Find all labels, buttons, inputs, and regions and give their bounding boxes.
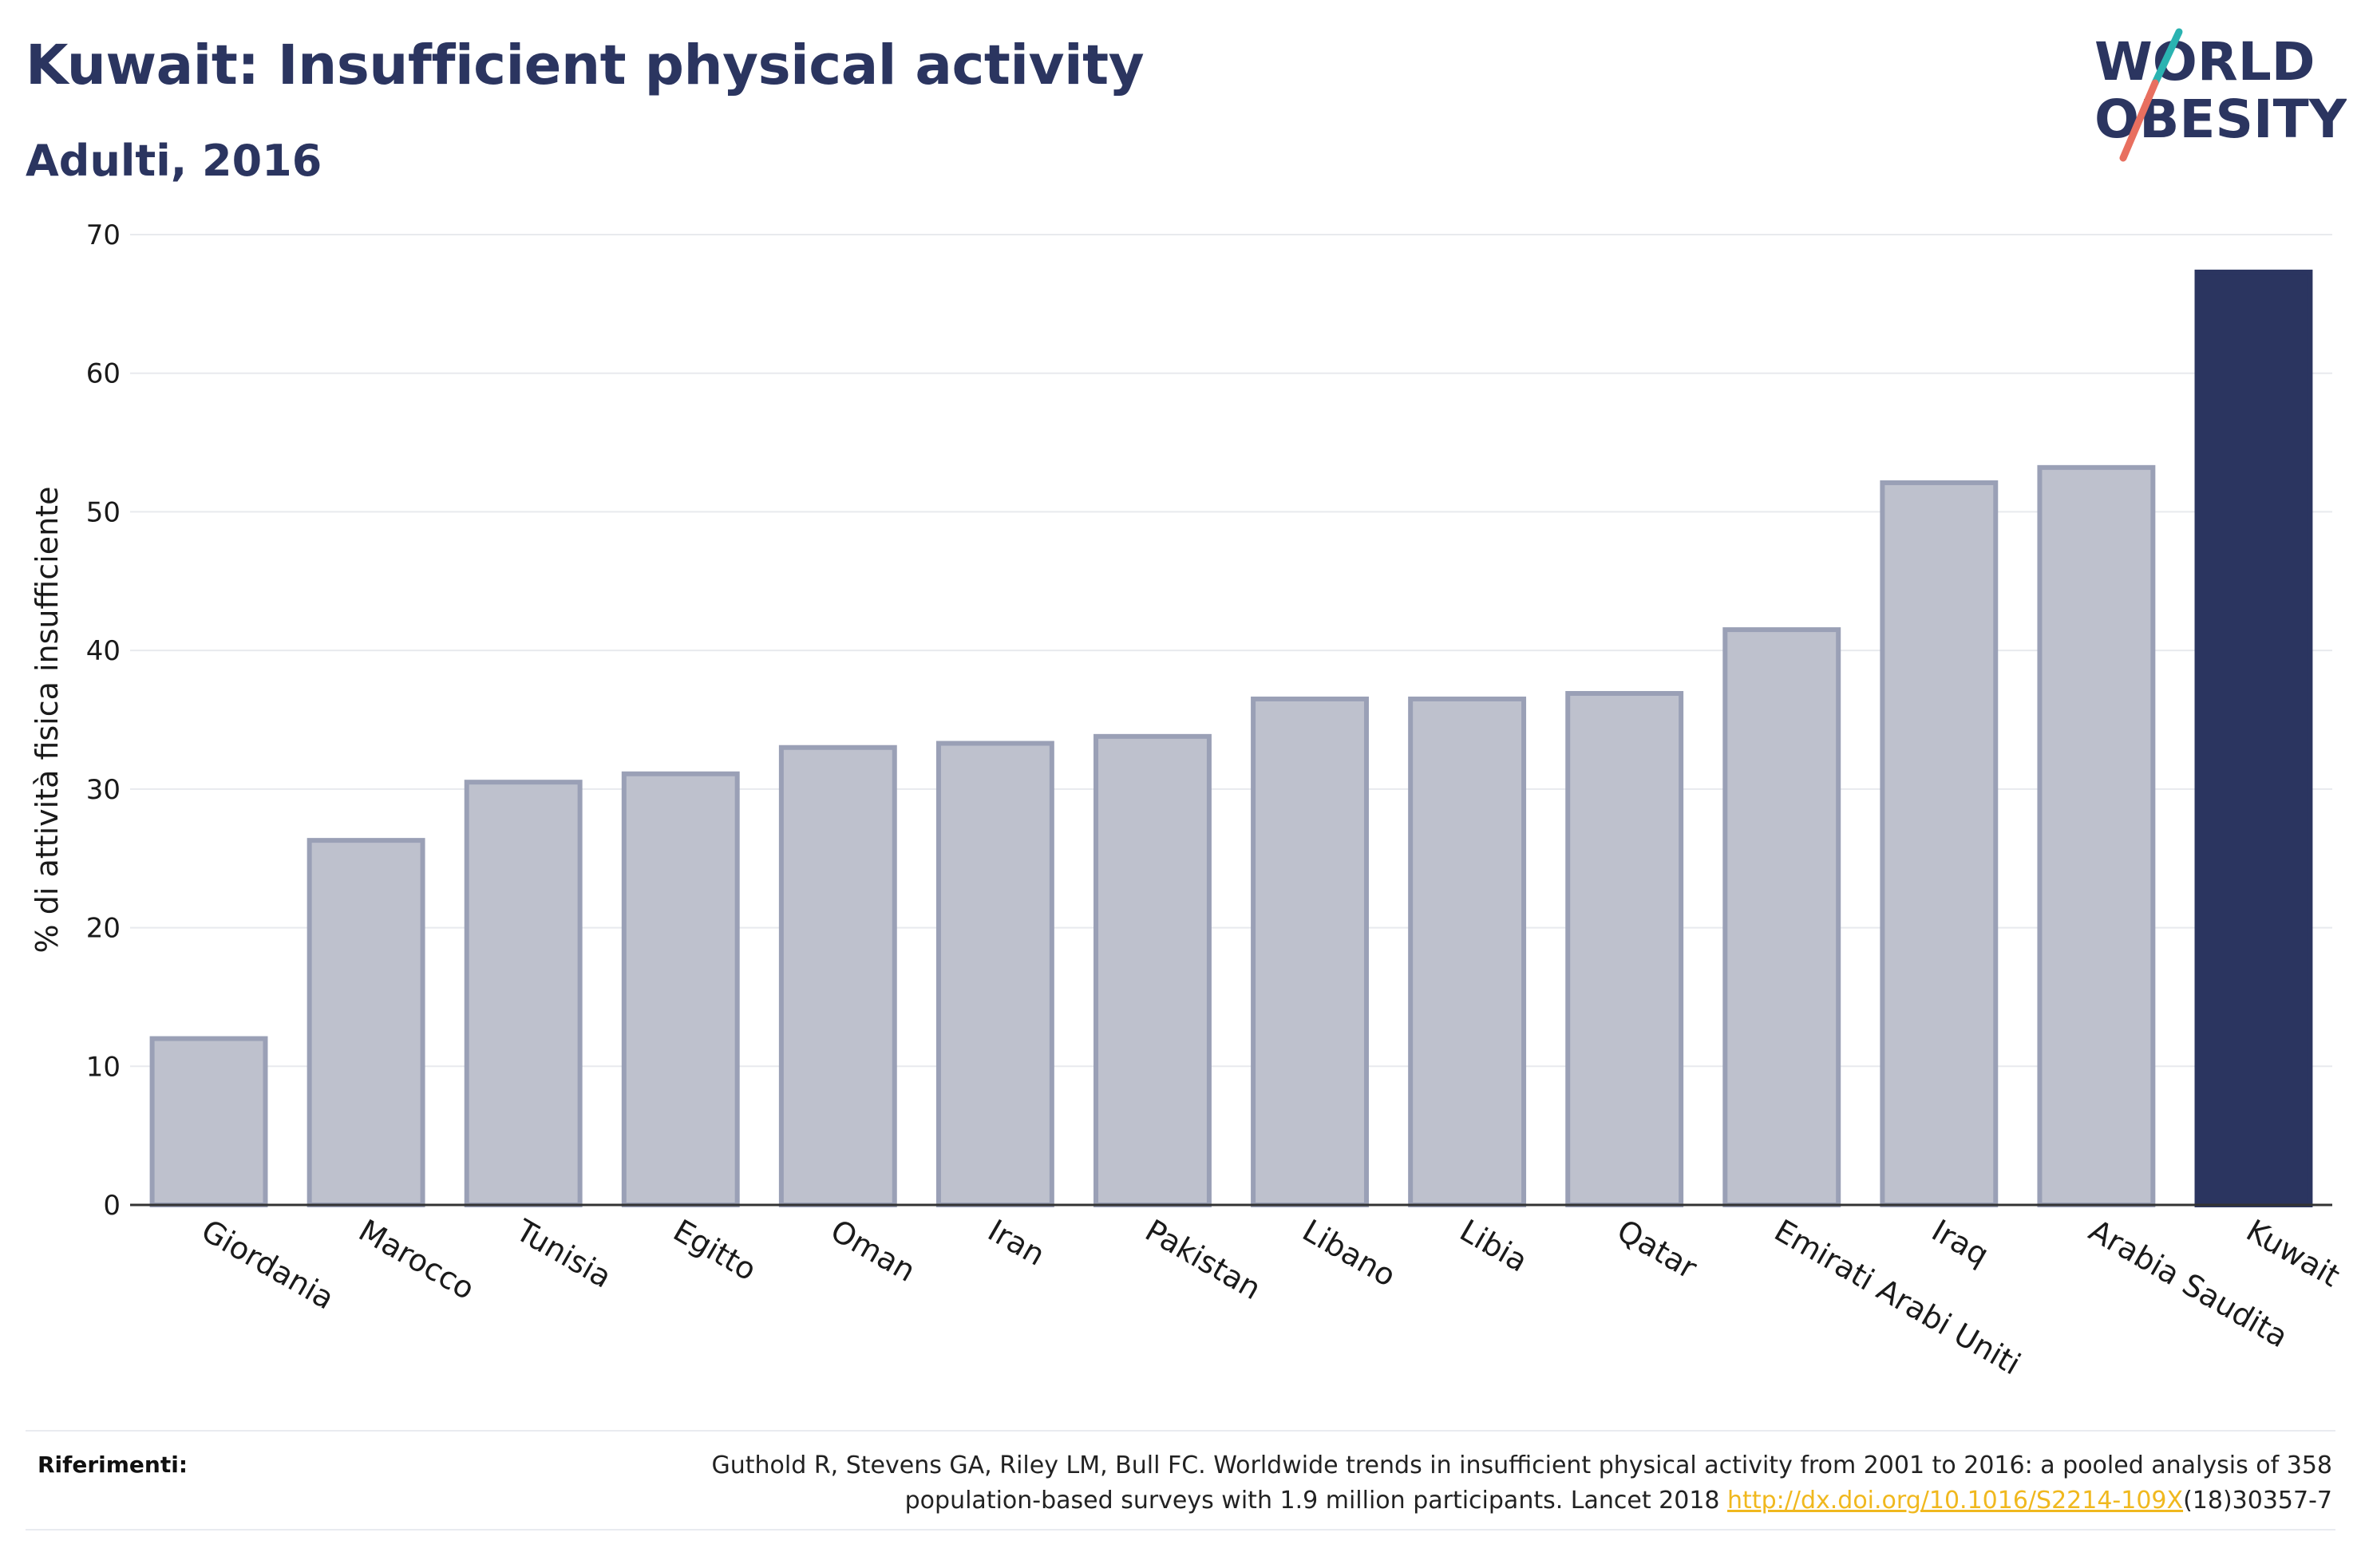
bar-libano <box>1251 696 1369 1207</box>
page-title: Kuwait: Insufficient physical activity <box>26 34 1145 97</box>
page-subtitle: Adulti, 2016 <box>26 136 322 186</box>
bar-libia <box>1408 696 1527 1207</box>
doi-link[interactable]: http://dx.doi.org/10.1016/S2214-109X <box>1727 1487 2184 1515</box>
bar-qatar <box>1565 690 1684 1207</box>
x-tick-label: Giordania <box>196 1213 340 1317</box>
logo-text-world: WORLD <box>2094 31 2316 93</box>
x-tick-label: Iraq <box>1926 1213 1995 1273</box>
x-tick-label: Tunisia <box>509 1212 617 1295</box>
x-tick-label: Kuwait <box>2240 1213 2346 1294</box>
bar-giordania <box>149 1036 268 1207</box>
x-tick-label: Egitto <box>667 1213 762 1288</box>
references-text: Guthold R, Stevens GA, Riley LM, Bull FC… <box>417 1448 2332 1519</box>
x-tick-label: Pakistan <box>1139 1213 1267 1307</box>
bar-oman <box>778 745 897 1207</box>
bar-iraq <box>1880 480 1999 1207</box>
bar-chart: 0 10 20 30 40 50 60 70 % di attività fisica insu… <box>30 219 2346 1382</box>
footer-divider-bottom <box>26 1529 2335 1530</box>
x-tick-label: Qatar <box>1612 1213 1703 1286</box>
bar-kuwait <box>2194 269 2313 1208</box>
bar-iran <box>935 741 1054 1207</box>
x-tick-label: Libano <box>1297 1213 1402 1294</box>
references-line2-end: (18)30357-7 <box>2183 1487 2332 1515</box>
bar-egitto <box>621 771 740 1207</box>
y-tick-label: 50 <box>86 496 121 528</box>
bar-emirati-arabi-uniti <box>1722 627 1841 1207</box>
x-tick-label: Oman <box>825 1213 921 1289</box>
world-obesity-logo: WORLD OBESITY <box>2094 28 2347 162</box>
bar-marocco <box>306 838 425 1208</box>
y-axis-title: % di attività fisica insufficiente <box>30 487 65 954</box>
y-tick-label: 40 <box>86 635 121 667</box>
x-tick-label: Libia <box>1454 1213 1534 1279</box>
footer-divider-top <box>26 1430 2335 1432</box>
x-tick-label: Iran <box>982 1213 1050 1273</box>
y-tick-label: 20 <box>86 913 121 945</box>
references-label: Riferimenti: <box>38 1451 188 1478</box>
bar-tunisia <box>464 780 583 1207</box>
logo-slash-coral <box>2119 79 2159 162</box>
references-line2: population-based surveys with 1.9 millio… <box>904 1487 1728 1515</box>
references-line1: Guthold R, Stevens GA, Riley LM, Bull FC… <box>711 1451 2332 1479</box>
bar-pakistan <box>1093 733 1212 1207</box>
y-tick-label: 60 <box>86 358 121 390</box>
x-tick-label: Marocco <box>353 1213 481 1307</box>
y-tick-label: 10 <box>86 1051 121 1083</box>
y-tick-label: 30 <box>86 774 121 806</box>
y-tick-label: 70 <box>86 219 121 251</box>
logo-slash-teal <box>2151 28 2183 87</box>
y-tick-label: 0 <box>103 1190 121 1222</box>
bar-arabia-saudita <box>2037 464 2156 1207</box>
